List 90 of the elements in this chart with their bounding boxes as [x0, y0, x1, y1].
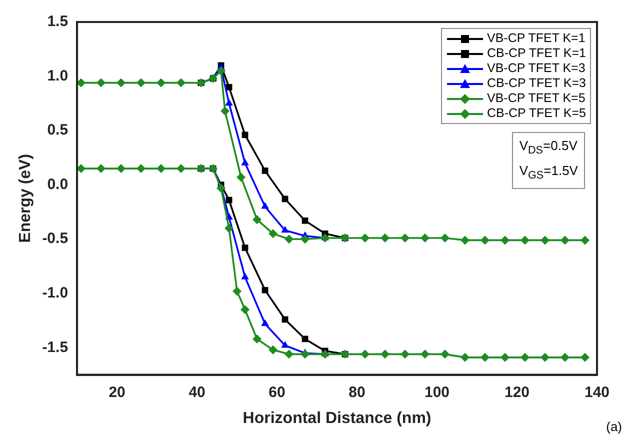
point [500, 352, 510, 362]
point [136, 164, 146, 174]
point [420, 234, 430, 243]
x-tick-label: 140 [584, 384, 610, 401]
point [500, 236, 510, 245]
point [460, 352, 470, 362]
point [540, 236, 550, 245]
point [300, 350, 310, 359]
point [380, 350, 390, 359]
point [460, 236, 470, 245]
point [480, 236, 490, 245]
point [225, 98, 233, 106]
x-axis-title: Horizontal Distance (nm) [242, 410, 432, 427]
x-tick-label: 80 [348, 384, 366, 401]
point [261, 202, 269, 209]
point [520, 236, 530, 245]
point [440, 350, 450, 359]
text: V$_{DS}$=0.5V V$_{GS}$=1.5V [519, 138, 578, 182]
point [284, 234, 294, 244]
point [400, 350, 410, 359]
point [580, 236, 590, 245]
y-axis-title: Energy (eV) [17, 154, 34, 243]
point [252, 215, 262, 224]
point [560, 352, 570, 362]
point [262, 168, 268, 174]
legend-label: VB-CP TFET K=1 [486, 31, 586, 46]
point [232, 286, 242, 296]
point [320, 350, 330, 359]
legend-label: CB-CP TFET K=1 [486, 46, 586, 61]
point [520, 352, 530, 362]
point [241, 272, 249, 280]
legend-label: CB-CP TFET K=5 [486, 106, 586, 121]
point [261, 319, 269, 326]
legend-label: CB-CP TFET K=3 [486, 76, 586, 91]
y-tick-label: -1.5 [42, 338, 68, 356]
y-tick-label: 0.5 [47, 122, 68, 139]
x-tick-label: 120 [504, 384, 530, 401]
point [320, 234, 330, 243]
point [241, 158, 249, 166]
point [96, 164, 106, 174]
point [240, 305, 250, 314]
point [242, 132, 248, 138]
point [156, 164, 166, 174]
point [360, 234, 370, 243]
point [580, 352, 590, 362]
point [380, 234, 390, 243]
x-tick-label: 60 [268, 384, 286, 401]
point [281, 340, 289, 348]
point [116, 78, 126, 88]
point [302, 217, 308, 224]
point [220, 106, 230, 116]
point [77, 78, 86, 88]
point [176, 78, 186, 88]
point [96, 78, 106, 88]
point [216, 66, 226, 76]
point [262, 286, 268, 294]
point [560, 236, 570, 245]
legend-label: VB-CP TFET K=3 [486, 61, 586, 76]
text: (a) [606, 419, 622, 434]
y-tick-label: 1.5 [47, 13, 68, 30]
point [480, 352, 490, 362]
x-tick-label: 100 [424, 384, 450, 401]
point [116, 164, 126, 174]
y-tick-label: -0.5 [42, 230, 68, 248]
point [540, 352, 550, 362]
point [300, 234, 310, 244]
point [268, 229, 278, 238]
y-tick-label: -1.0 [42, 284, 68, 302]
point [420, 350, 430, 359]
point [284, 350, 294, 359]
legend-label: VB-CP TFET K=5 [486, 91, 586, 106]
point [252, 334, 262, 344]
point [242, 244, 248, 251]
y-tick-label: 0.0 [47, 176, 68, 193]
point [360, 350, 370, 359]
point [236, 172, 246, 182]
point [268, 345, 278, 354]
x-tick-label: 20 [108, 384, 126, 401]
point [281, 226, 289, 233]
point [224, 224, 234, 233]
point [176, 164, 186, 174]
point [136, 78, 146, 88]
point [440, 234, 450, 243]
x-tick-label: 40 [188, 384, 206, 401]
point [77, 164, 86, 174]
point [156, 78, 166, 88]
point [226, 84, 232, 90]
point [216, 184, 226, 193]
point [400, 234, 410, 243]
y-tick-label: 1.0 [47, 67, 68, 84]
